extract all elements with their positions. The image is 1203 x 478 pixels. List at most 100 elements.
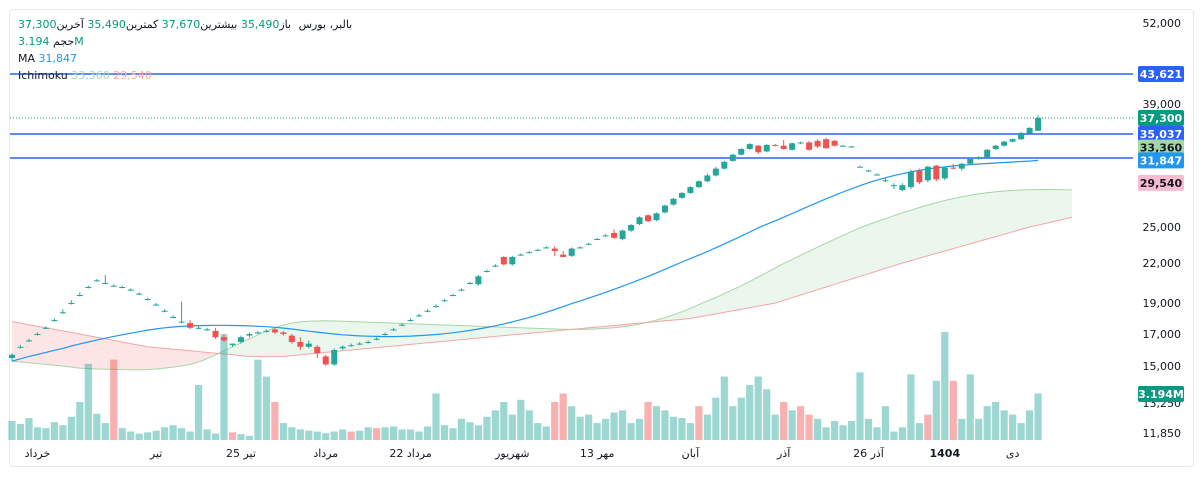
ichimoku-cloud-segment [868,221,877,274]
x-tick-label: آبان [682,446,700,460]
ichimoku-cloud-segment [834,235,844,285]
legend-low-label: کمترین [125,18,159,31]
ichimoku-cloud-segment [664,314,674,321]
candle-body [585,243,592,245]
candle-body [975,157,982,159]
volume-bar [279,423,287,440]
volume-bar [958,418,966,440]
legend-ichimoku-label: Ichimoku [18,69,68,82]
price-badge-label: 31,847 [1140,154,1182,167]
ichimoku-cloud-segment [181,350,191,366]
y-tick-label: 15,000 [1143,360,1182,373]
candle-body [331,350,338,365]
volume-bar [644,401,652,440]
volume-bar [203,429,211,440]
volume-bar [161,427,169,440]
ichimoku-cloud-segment [1004,190,1013,235]
price-badge-label: 29,540 [1140,177,1183,190]
ichimoku-cloud-segment [910,207,920,261]
volume-bar [975,418,983,440]
x-tick-label: 25 تیر [226,447,256,460]
candle-body [814,140,821,147]
candle-body [483,271,490,272]
volume-bar [890,431,898,440]
volume-bar [635,418,644,440]
legend-ma-value: 31,847 [38,52,78,65]
candle-body [153,304,160,306]
candle-body [280,332,287,334]
candle-body [823,139,830,149]
volume-bar [500,401,508,440]
hline-badge-label: 43,621 [1140,68,1182,81]
ichimoku-cloud-segment [376,322,386,348]
candle-body [526,252,533,254]
legend: بالبر، بورس باز35,490 بیشترین37,670 کمتر… [18,16,352,84]
ichimoku-cloud-segment [461,325,470,340]
candle-body [517,254,524,256]
candle-body [458,289,465,291]
volume-bar [67,416,75,440]
candle-body [314,346,321,354]
candle-body [509,257,516,265]
ichimoku-cloud-segment [190,350,199,365]
ichimoku-cloud-segment [334,320,343,352]
y-tick-label: 22,000 [1143,257,1182,270]
legend-volume-label: حجم [53,35,75,48]
volume-bar [423,426,432,440]
candle-body [941,167,948,179]
ichimoku-cloud-segment [936,200,945,254]
volume-bar [152,430,160,440]
candle-body [399,324,406,326]
volume-bar [508,414,516,440]
volume-bar [915,423,923,440]
volume-bar [618,410,627,440]
candle-body [144,299,151,300]
volume-bar [364,427,372,440]
volume-bar [602,418,610,440]
legend-volume-value: 3.194M [18,35,84,48]
ichimoku-span-a [11,188,1073,371]
ichimoku-cloud-segment [876,218,886,271]
volume-bar [551,401,559,440]
ichimoku-cloud-segment [970,193,979,244]
candle-body [882,180,889,182]
legend-close-label: آخرین [56,18,84,31]
ichimoku-cloud-segment [698,301,708,317]
volume-bar [712,397,720,440]
candle-body [221,337,227,341]
legend-ma-label: MA [18,52,36,65]
candle-body [619,230,626,239]
volume-bar [941,332,949,440]
candle-body [263,330,270,332]
hline-badge-bg [1138,126,1184,142]
ichimoku-cloud-segment [173,349,182,368]
ichimoku-cloud-segment [300,321,309,355]
candle-body [348,345,355,347]
candle-body [187,323,194,328]
candle-body [433,306,439,308]
ichimoku-cloud-segment [851,227,860,279]
volume-bar [211,433,220,440]
volume-bar [220,334,228,440]
candle-body [322,356,329,365]
volume-bar [788,410,796,440]
candle-body [195,327,202,329]
x-tick-label: آذر [776,446,791,460]
ichimoku-span-b [11,216,1073,357]
candle-body [653,213,660,221]
ichimoku-cloud-segment [741,281,750,310]
volume-bar [907,374,915,440]
volume-bar [1034,393,1042,440]
volume-bar [992,401,1000,440]
candle-body [933,165,940,180]
x-tick-label: مرداد [313,447,338,460]
candle-body [1035,118,1042,131]
candle-body [958,163,965,169]
x-tick-label: 1404 [929,447,960,460]
candle-body [59,312,66,314]
candle-body [475,276,482,285]
ma-line [11,159,1039,362]
volume-bar [178,428,186,440]
